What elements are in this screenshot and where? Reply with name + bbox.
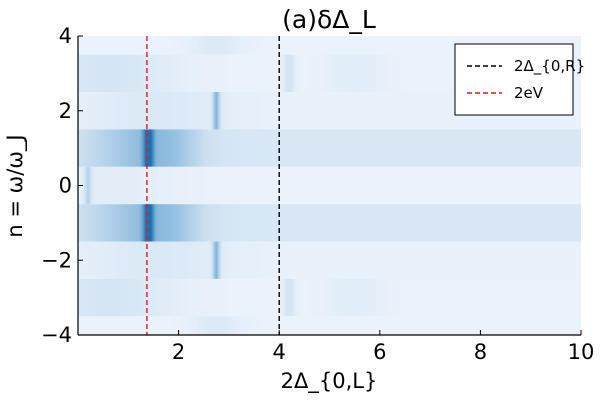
legend-box: [454, 43, 574, 116]
x-tick-label: 8: [474, 340, 487, 364]
chart-title: (a)δΔ_L: [282, 5, 376, 34]
y-ticks: −4 −2 0 2 4: [41, 24, 83, 347]
y-tick-label: −4: [41, 323, 72, 347]
heatmap-row: [78, 241, 581, 279]
y-tick-label: 0: [59, 174, 72, 198]
heatmap-row: [78, 129, 581, 167]
heatmap-row: [78, 316, 581, 335]
legend: 2Δ_{0,R} 2eV: [454, 43, 585, 116]
heatmap-row: [78, 278, 581, 317]
y-tick-label: 2: [59, 99, 72, 123]
legend-label: 2Δ_{0,R}: [514, 57, 585, 76]
x-tick-label: 6: [373, 340, 386, 364]
x-tick-label: 2: [172, 340, 185, 364]
heatmap-row: [78, 166, 581, 205]
x-tick-label: 4: [273, 340, 286, 364]
legend-label: 2eV: [514, 84, 544, 102]
heatmap-row: [78, 204, 581, 242]
x-axis-label: 2Δ_{0,L}: [281, 369, 378, 394]
x-tick-label: 10: [568, 340, 595, 364]
y-tick-label: −2: [41, 248, 72, 272]
x-ticks: 2 4 6 8 10: [172, 330, 594, 364]
y-axis-label: n = ω/ω_J: [3, 134, 28, 237]
y-tick-label: 4: [59, 24, 72, 48]
